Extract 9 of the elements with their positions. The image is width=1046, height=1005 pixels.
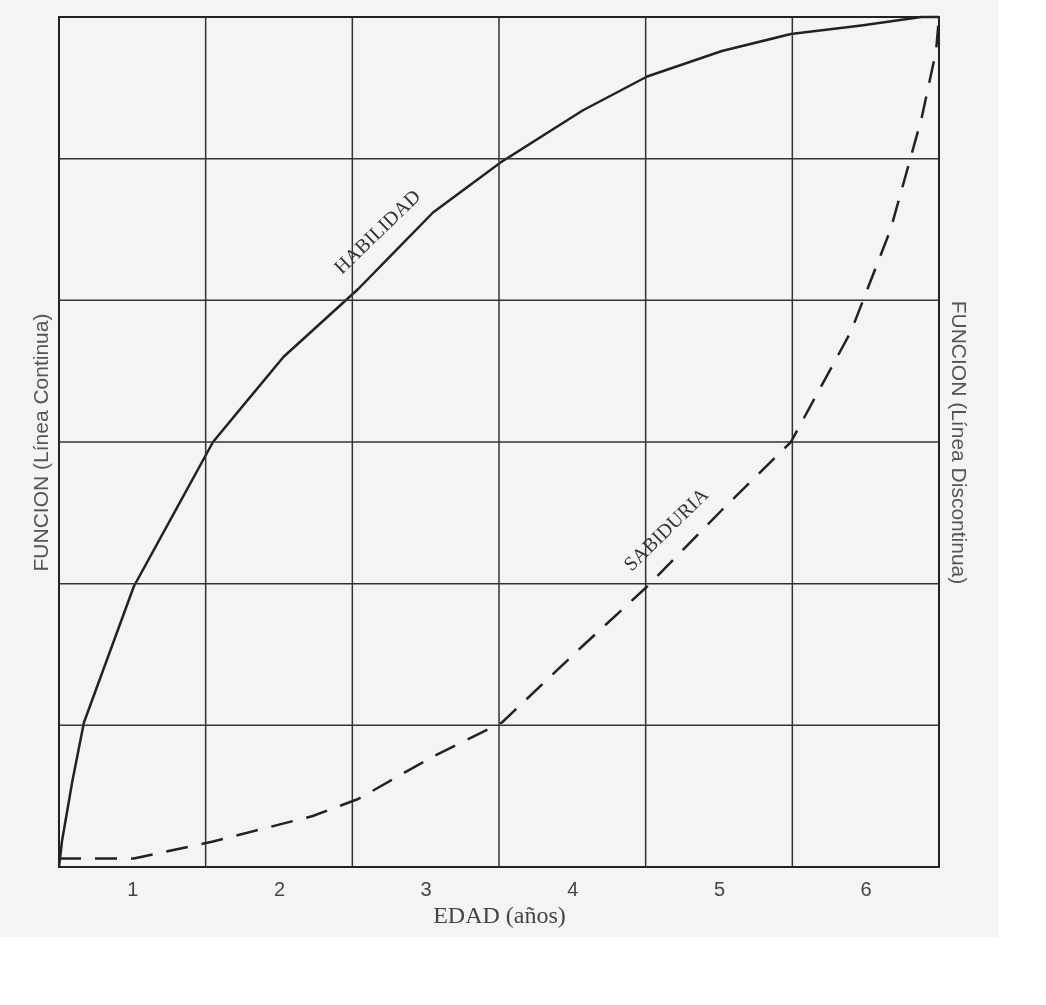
- y2-axis-title: FUNCION (Línea Discontinua): [947, 300, 971, 585]
- x-tick-label: 1: [127, 877, 139, 900]
- x-tick-label: 4: [567, 877, 579, 900]
- y-axis-title: FUNCION (Línea Continua): [28, 313, 52, 572]
- x-tick-label: 2: [273, 877, 286, 900]
- x-axis-title: EDAD (años): [433, 901, 566, 928]
- x-tick-label: 3: [420, 877, 432, 900]
- x-tick-label: 6: [860, 877, 872, 900]
- x-tick-label: 5: [713, 877, 726, 900]
